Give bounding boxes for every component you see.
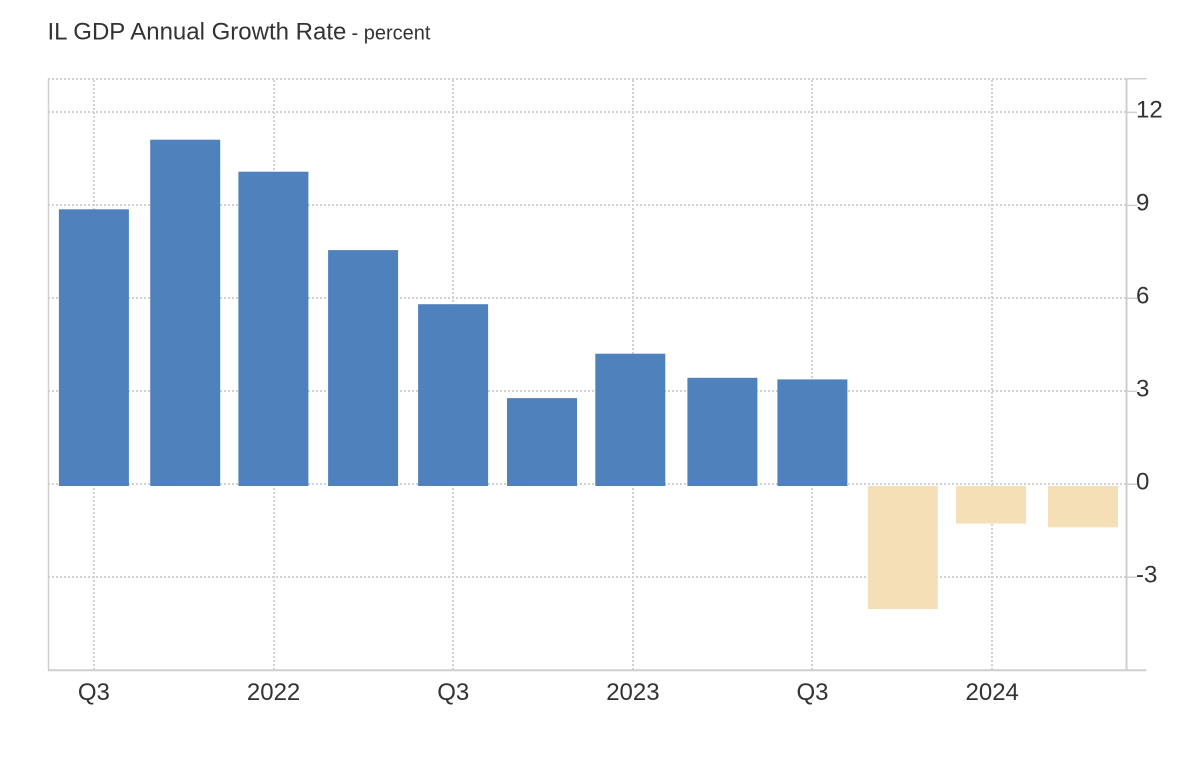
svg-text:Q3: Q3 [78, 679, 110, 706]
svg-text:3: 3 [1136, 376, 1149, 403]
svg-text:IL GDP Annual Growth Rate: IL GDP Annual Growth Rate [48, 19, 347, 46]
svg-text:0: 0 [1136, 468, 1149, 495]
svg-text:- percent: - percent [352, 23, 431, 45]
svg-text:Q3: Q3 [437, 679, 469, 706]
svg-text:2024: 2024 [966, 679, 1019, 706]
svg-text:12: 12 [1136, 97, 1163, 124]
svg-text:-3: -3 [1136, 561, 1157, 588]
svg-text:6: 6 [1136, 283, 1149, 310]
svg-text:Q3: Q3 [796, 679, 828, 706]
svg-text:2022: 2022 [247, 679, 300, 706]
svg-text:2023: 2023 [606, 679, 659, 706]
svg-text:9: 9 [1136, 190, 1149, 217]
